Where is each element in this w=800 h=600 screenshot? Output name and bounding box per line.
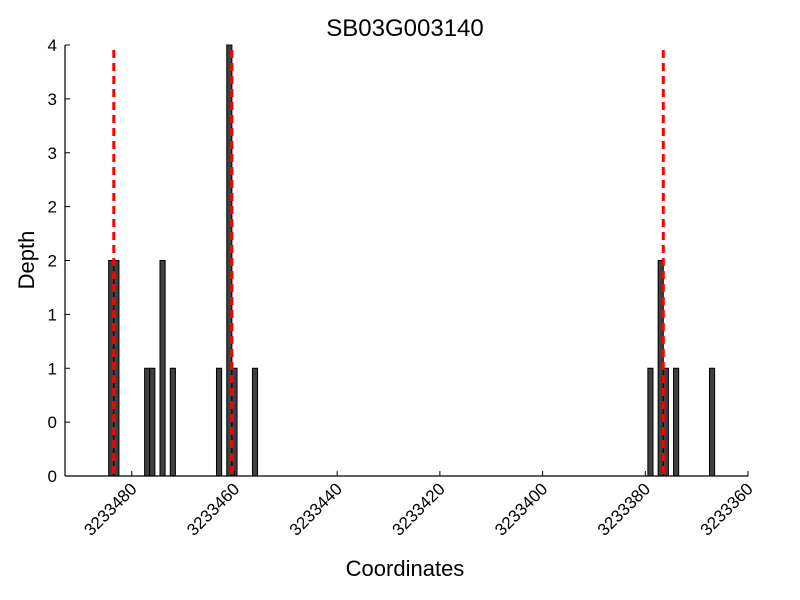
x-tick-label: 3233380 [594, 479, 654, 539]
bar [251, 367, 259, 477]
y-tick-label: 1 [48, 305, 57, 324]
reference-lines [112, 50, 665, 476]
x-tick-label: 3233460 [183, 479, 243, 539]
y-tick-label: 3 [48, 90, 57, 109]
y-tick-label: 2 [48, 252, 57, 271]
x-tick-label: 3233440 [286, 479, 346, 539]
bar [673, 367, 680, 477]
bar [144, 367, 151, 477]
x-axis-label: Coordinates [346, 556, 465, 581]
x-tick-label: 3233420 [388, 479, 448, 539]
x-tick-label: 3233360 [697, 479, 757, 539]
y-axis-label: Depth [14, 231, 39, 290]
bar [647, 367, 654, 477]
chart-title: SB03G003140 [326, 15, 483, 42]
bar [708, 367, 716, 477]
y-tick-label: 2 [48, 198, 57, 217]
x-tick-label: 3233480 [80, 479, 140, 539]
bars [108, 44, 716, 477]
bar [215, 367, 223, 477]
bar [149, 367, 156, 477]
x-tick-label: 3233400 [491, 479, 551, 539]
y-tick-label: 1 [48, 359, 57, 378]
bar [169, 367, 176, 477]
y-tick-label: 4 [48, 36, 57, 55]
y-tick-label: 3 [48, 144, 57, 163]
y-tick-label: 0 [48, 467, 57, 486]
axes [64, 45, 748, 477]
y-tick-label: 0 [48, 413, 57, 432]
bar [159, 260, 166, 477]
